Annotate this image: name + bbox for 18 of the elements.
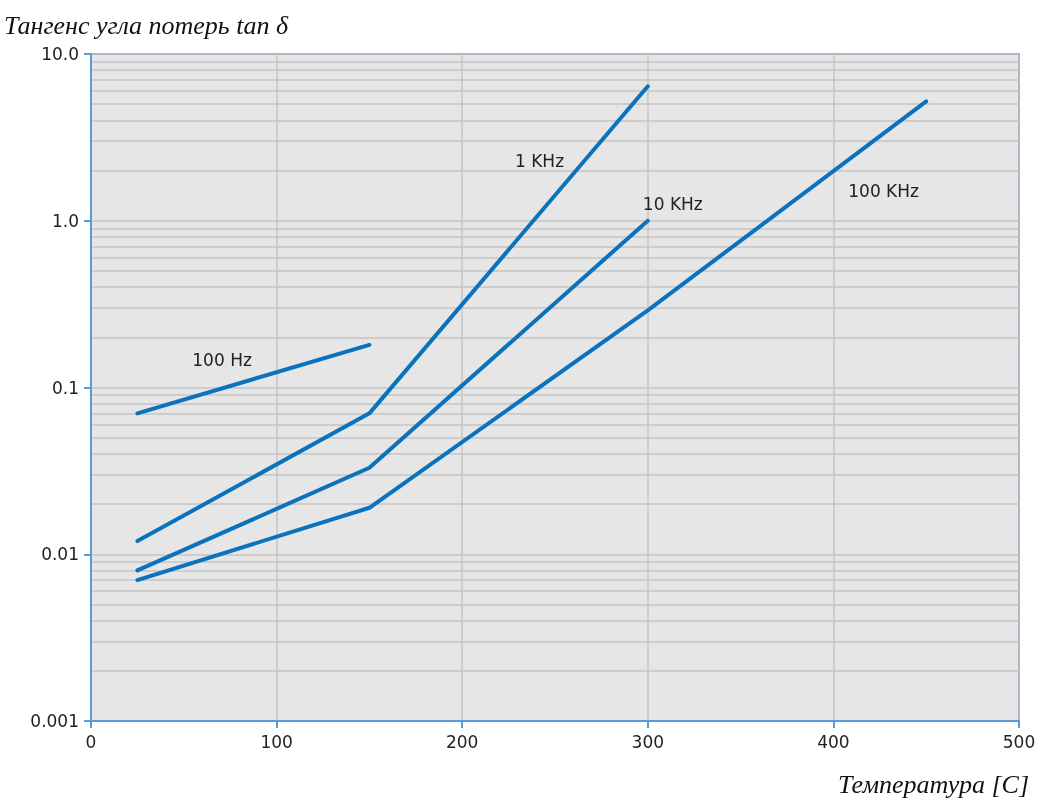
series-label: 1 KHz [514, 150, 565, 171]
y-tick-label: 0.01 [41, 544, 79, 565]
y-tick-label: 10.0 [41, 44, 79, 64]
x-tick-label: 100 [260, 731, 293, 752]
x-tick-label: 0 [85, 731, 97, 752]
x-tick-label: 400 [817, 731, 850, 752]
y-tick-label: 0.001 [30, 711, 79, 731]
series-label: 10 KHz [642, 193, 703, 214]
x-tick-label: 300 [631, 731, 665, 752]
x-tick-label: 500 [1002, 731, 1036, 752]
y-tick-label: 1.0 [51, 210, 79, 231]
y-tick-label: 0.1 [51, 377, 79, 398]
series-label: 100 KHz [848, 181, 920, 202]
x-tick-label: 200 [445, 731, 479, 752]
line-series [135, 99, 929, 583]
series-label: 100 Hz [192, 350, 252, 371]
y-axis-title: Тангенс угла потерь tan δ [4, 10, 289, 40]
x-axis-title: Температура [C] [838, 769, 1029, 799]
